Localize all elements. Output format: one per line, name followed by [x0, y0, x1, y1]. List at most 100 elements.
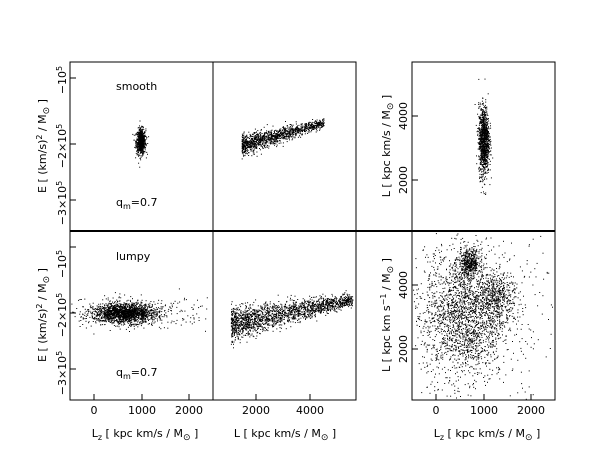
- scatter-point: [246, 150, 248, 152]
- scatter-point: [136, 147, 138, 149]
- scatter-point: [286, 134, 288, 136]
- scatter-point: [145, 312, 147, 314]
- scatter-point: [275, 129, 277, 131]
- scatter-point: [144, 319, 146, 320]
- scatter-point: [106, 319, 108, 321]
- scatter-point: [145, 303, 147, 305]
- scatter-point: [484, 133, 486, 135]
- scatter-point: [133, 308, 135, 310]
- scatter-point: [483, 147, 485, 149]
- y-tick-label: −2×105: [55, 124, 69, 169]
- scatter-point: [483, 167, 485, 168]
- scatter-point: [110, 310, 111, 312]
- scatter-point: [254, 144, 256, 146]
- scatter-point: [129, 314, 131, 316]
- scatter-point: [484, 153, 486, 155]
- scatter-point: [246, 144, 247, 146]
- scatter-point: [256, 142, 258, 144]
- scatter-point: [119, 306, 121, 308]
- scatter-point: [122, 304, 124, 306]
- scatter-point: [141, 140, 142, 142]
- scatter-point: [250, 150, 252, 152]
- scatter-point: [305, 131, 307, 133]
- scatter-point: [127, 306, 128, 308]
- scatter-point: [127, 314, 129, 316]
- scatter-point: [478, 158, 480, 160]
- scatter-point: [136, 139, 138, 141]
- scatter-point: [481, 141, 483, 143]
- scatter-point: [278, 135, 280, 137]
- scatter-point: [481, 115, 483, 116]
- scatter-point: [486, 157, 488, 158]
- scatter-point: [101, 307, 103, 309]
- scatter-point: [119, 306, 121, 308]
- scatter-point: [148, 136, 150, 138]
- scatter-point: [142, 127, 144, 129]
- scatter-point: [487, 172, 489, 173]
- scatter-point: [486, 132, 488, 133]
- scatter-point: [485, 118, 487, 120]
- scatter-point: [136, 315, 138, 317]
- scatter-point: [261, 133, 263, 134]
- scatter-point: [485, 110, 487, 112]
- scatter-point: [106, 311, 108, 313]
- scatter-point: [145, 316, 147, 318]
- scatter-point: [137, 313, 139, 315]
- scatter-point: [265, 146, 267, 148]
- scatter-point: [106, 314, 108, 316]
- scatter-point: [481, 103, 483, 105]
- scatter-point: [124, 306, 125, 308]
- scatter-point: [251, 133, 253, 135]
- scatter-point: [478, 148, 480, 150]
- scatter-point: [482, 130, 483, 132]
- scatter-point: [103, 312, 105, 313]
- scatter-point: [136, 315, 137, 317]
- scatter-point: [153, 308, 155, 309]
- scatter-point: [286, 130, 288, 132]
- scatter-point: [140, 318, 142, 320]
- scatter-point: [128, 305, 130, 307]
- scatter-point: [304, 127, 306, 129]
- scatter-point: [140, 136, 142, 138]
- scatter-point: [158, 311, 160, 313]
- scatter-point: [101, 317, 103, 319]
- scatter-point: [245, 151, 246, 152]
- scatter-point: [141, 148, 143, 150]
- scatter-point: [275, 141, 277, 143]
- scatter-point: [141, 130, 143, 132]
- scatter-point: [295, 134, 297, 136]
- scatter-point: [487, 93, 489, 95]
- scatter-point: [478, 78, 480, 80]
- scatter-point: [101, 312, 103, 314]
- scatter-point: [129, 308, 131, 310]
- scatter-point: [277, 132, 279, 134]
- scatter-point: [478, 102, 480, 104]
- scatter-point: [321, 122, 323, 124]
- scatter-point: [142, 310, 144, 312]
- scatter-point: [114, 301, 116, 303]
- scatter-point: [309, 127, 311, 129]
- scatter-point: [140, 129, 142, 131]
- scatter-point: [275, 138, 277, 140]
- scatter-point: [481, 123, 483, 125]
- scatter-point: [120, 320, 122, 322]
- scatter-point: [134, 314, 136, 316]
- scatter-point: [136, 132, 138, 133]
- scatter-point: [126, 300, 128, 302]
- scatter-point: [121, 324, 123, 326]
- scatter-point: [144, 311, 145, 312]
- scatter-point: [110, 312, 112, 314]
- scatter-point: [293, 133, 295, 135]
- scatter-point: [267, 136, 269, 138]
- scatter-point: [489, 184, 491, 186]
- scatter-point: [152, 311, 154, 313]
- scatter-point: [124, 307, 126, 309]
- scatter-point: [297, 126, 299, 128]
- scatter-point: [490, 177, 492, 179]
- scatter-point: [164, 314, 166, 316]
- scatter-point: [104, 314, 106, 315]
- scatter-point: [257, 135, 259, 137]
- scatter-point: [482, 131, 484, 133]
- annotation-qm-top-left: qm=0.7: [116, 196, 158, 211]
- scatter-point: [249, 144, 251, 146]
